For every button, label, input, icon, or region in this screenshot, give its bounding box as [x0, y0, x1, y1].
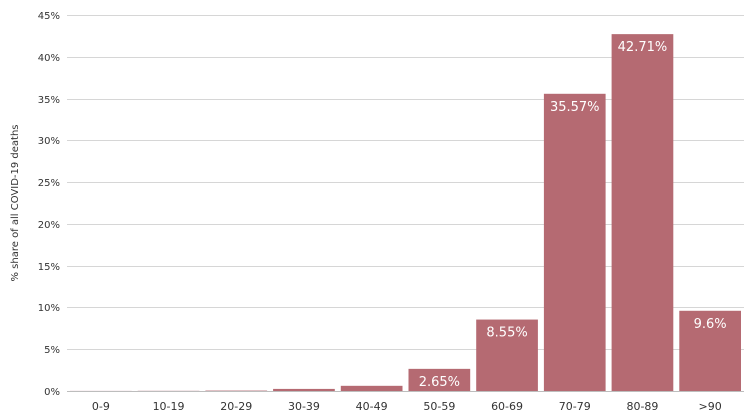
bar [543, 93, 606, 391]
data-label: 2.65% [419, 375, 460, 390]
bar [340, 385, 403, 391]
x-tick-label: 30-39 [288, 400, 320, 413]
y-tick-label: 30% [38, 136, 60, 147]
bar [611, 34, 674, 392]
y-tick-label: 45% [38, 11, 60, 22]
y-tick-label: 40% [38, 53, 60, 64]
data-labels: 2.65% 8.55% 35.57% 42.71% 9.6% [419, 40, 727, 390]
y-tick-label: 10% [38, 303, 60, 314]
x-tick-label: 60-69 [491, 400, 523, 413]
y-axis: 0% 5% 10% 15% 20% 25% 30% 35% 40% 45% [38, 11, 60, 398]
x-tick-label: 50-59 [423, 400, 455, 413]
x-tick-label: 20-29 [220, 400, 252, 413]
data-label: 9.6% [694, 317, 727, 332]
x-tick-label: 70-79 [559, 400, 591, 413]
y-axis-title: % share of all COVID-19 deaths [10, 124, 21, 281]
x-axis: 0-9 10-19 20-29 30-39 40-49 50-59 60-69 70-79 80… [67, 391, 744, 413]
bar [273, 388, 335, 391]
y-tick-label: 5% [44, 345, 60, 356]
bar [408, 368, 471, 391]
data-label: 8.55% [486, 326, 527, 341]
x-tick-label: 0-9 [92, 400, 110, 413]
bar [679, 310, 741, 391]
y-tick-label: 0% [44, 387, 60, 398]
bar [476, 319, 538, 391]
y-tick-label: 20% [38, 220, 60, 231]
y-tick-label: 35% [38, 95, 60, 106]
x-tick-label: 10-19 [153, 400, 185, 413]
data-label: 35.57% [550, 100, 600, 115]
data-label: 42.71% [618, 40, 668, 55]
y-tick-label: 25% [38, 178, 60, 189]
x-tick-label: >90 [699, 400, 722, 413]
gridlines [67, 15, 744, 350]
x-tick-label: 80-89 [626, 400, 658, 413]
y-tick-label: 15% [38, 262, 60, 273]
x-tick-label: 40-49 [356, 400, 388, 413]
bars [70, 34, 741, 392]
